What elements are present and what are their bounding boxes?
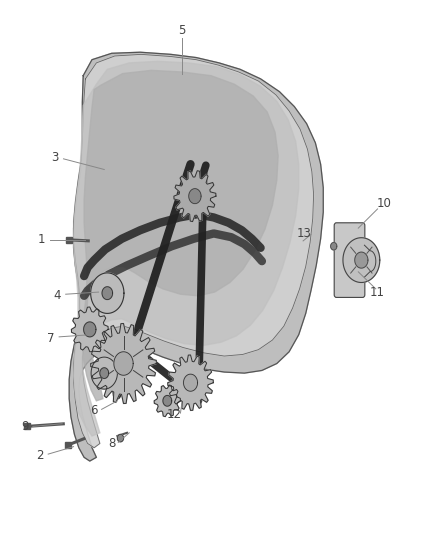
- Polygon shape: [168, 355, 213, 410]
- Polygon shape: [82, 70, 278, 401]
- Text: 7: 7: [46, 332, 54, 345]
- Polygon shape: [74, 61, 299, 436]
- Polygon shape: [74, 54, 314, 448]
- Text: 13: 13: [297, 227, 312, 240]
- Text: 3: 3: [51, 151, 58, 164]
- Polygon shape: [69, 52, 323, 461]
- Polygon shape: [154, 385, 180, 417]
- Text: 2: 2: [35, 449, 43, 462]
- Polygon shape: [343, 238, 380, 282]
- Polygon shape: [91, 357, 117, 389]
- Text: 9: 9: [21, 420, 29, 433]
- Polygon shape: [163, 395, 172, 406]
- FancyBboxPatch shape: [334, 223, 365, 297]
- Text: 1: 1: [38, 233, 46, 246]
- Polygon shape: [174, 171, 216, 222]
- Polygon shape: [102, 287, 113, 300]
- Text: 4: 4: [53, 289, 61, 302]
- Polygon shape: [117, 434, 124, 442]
- Polygon shape: [189, 189, 201, 204]
- Text: 10: 10: [377, 197, 392, 210]
- Polygon shape: [355, 252, 368, 268]
- Polygon shape: [71, 307, 108, 352]
- Polygon shape: [114, 352, 133, 375]
- Polygon shape: [91, 324, 156, 403]
- Text: 12: 12: [167, 408, 182, 421]
- Text: 8: 8: [108, 437, 115, 450]
- Polygon shape: [91, 273, 124, 313]
- Polygon shape: [184, 374, 198, 391]
- Text: 6: 6: [90, 404, 98, 417]
- Polygon shape: [364, 245, 376, 277]
- Polygon shape: [100, 368, 109, 378]
- Polygon shape: [84, 322, 96, 337]
- Text: 5: 5: [178, 25, 185, 37]
- Text: 11: 11: [370, 286, 385, 298]
- Polygon shape: [331, 243, 337, 250]
